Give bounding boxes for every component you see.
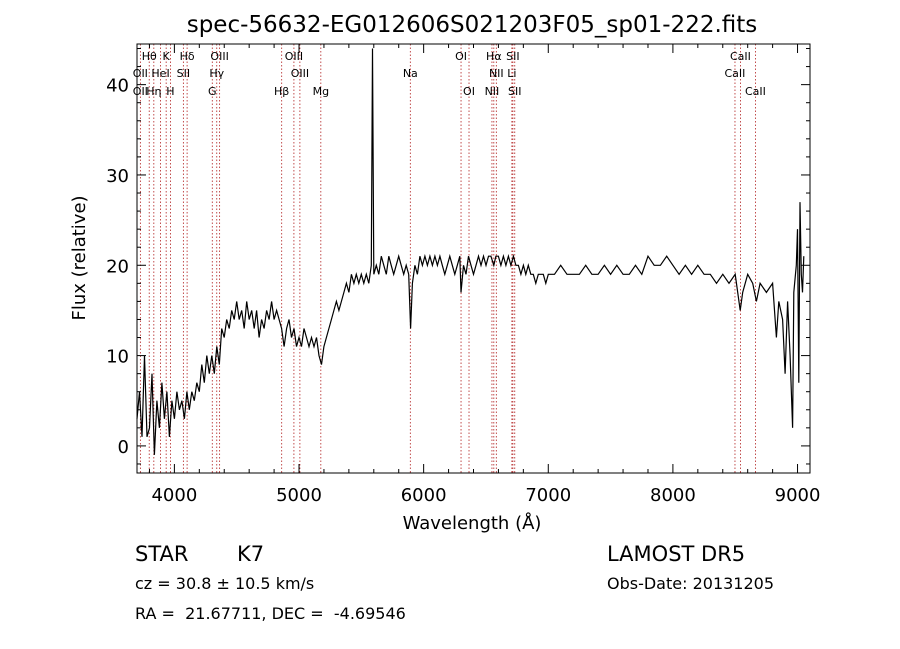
x-tick-label: 8000 [650,485,696,506]
line-label: HeI [151,67,169,80]
y-tick-label: 0 [118,437,129,458]
line-label: Mg [313,85,329,98]
plot-frame [136,43,811,474]
x-tick-label: 7000 [525,485,571,506]
line-label: SII [508,85,521,98]
line-label: CaII [745,85,766,98]
line-label: Na [403,67,418,80]
line-label: CaII [725,67,746,80]
redshift-velocity: cz = 30.8 ± 10.5 km/s [135,574,315,593]
line-label: OII [133,67,148,80]
line-label: OIII [210,50,228,63]
emission-line-markers [139,44,756,473]
chart-title: spec-56632-EG012606S021203F05_sp01-222.f… [187,12,758,38]
spectrum-series-line [136,48,805,455]
line-label: SII [177,67,190,80]
y-tick-label: 20 [106,256,129,277]
axis-ticks: 4000 5000 6000 7000 8000 9000 0 10 20 30 40 [106,44,820,506]
object-class: STAR [135,542,189,566]
y-tick-label: 30 [106,166,129,187]
line-label: Hη [146,85,161,98]
line-label: K [163,50,171,63]
line-label: NII [485,85,500,98]
line-label: Hα [486,50,502,63]
line-label: NII [489,67,504,80]
line-label: Hγ [209,67,224,80]
line-label: OI [463,85,475,98]
line-label: Hβ [274,85,289,98]
object-subclass: K7 [237,542,265,566]
y-tick-label: 10 [106,347,129,368]
observation-date: Obs-Date: 20131205 [607,574,775,593]
sky-coordinates: RA = 21.67711, DEC = -4.69546 [135,604,406,623]
x-tick-label: 9000 [775,485,821,506]
y-axis-label: Flux (relative) [69,195,90,320]
line-label: SII [506,50,519,63]
line-label: H [166,85,174,98]
line-label: OIII [291,67,309,80]
emission-line-labels: Hθ K Hδ OIII OIII OI Hα SII CaII OII HeI SII Hγ OIII N… [133,50,766,98]
line-label: Hδ [180,50,195,63]
line-label: G [208,85,217,98]
line-label: Hθ [142,50,157,63]
survey-name: LAMOST DR5 [607,542,746,566]
x-tick-label: 5000 [276,485,322,506]
y-tick-label: 40 [106,76,129,97]
line-label: CaII [730,50,751,63]
x-axis-label: Wavelength (Å) [403,512,542,534]
line-label: OIII [285,50,303,63]
x-tick-label: 6000 [401,485,447,506]
line-label: OI [455,50,467,63]
line-label: Li [507,67,516,80]
x-tick-label: 4000 [151,485,197,506]
